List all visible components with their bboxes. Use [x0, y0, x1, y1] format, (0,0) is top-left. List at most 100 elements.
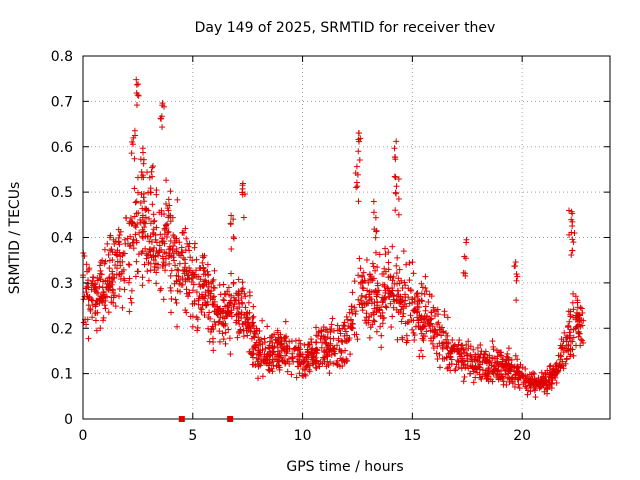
- data-point: [323, 363, 330, 370]
- data-point: [395, 211, 402, 218]
- data-point: [370, 289, 377, 296]
- data-point: [520, 381, 527, 388]
- data-point: [304, 349, 311, 356]
- data-point: [371, 305, 378, 312]
- data-point: [259, 373, 266, 380]
- data-point: [170, 243, 177, 250]
- data-point: [162, 200, 169, 207]
- data-point: [299, 372, 306, 379]
- data-point: [250, 313, 257, 320]
- data-point: [115, 239, 122, 246]
- data-point: [369, 309, 376, 316]
- data-point: [150, 218, 157, 225]
- y-tick-label: 0.4: [51, 231, 73, 247]
- data-point: [278, 341, 285, 348]
- data-point: [106, 265, 113, 272]
- data-point: [84, 280, 91, 287]
- data-point: [240, 214, 247, 221]
- data-point: [359, 274, 366, 281]
- data-point: [238, 286, 245, 293]
- data-point: [478, 376, 485, 383]
- data-point: [514, 376, 521, 383]
- data-point: [276, 352, 283, 359]
- data-point: [139, 212, 146, 219]
- data-point: [101, 302, 108, 309]
- data-point: [142, 207, 149, 214]
- data-point: [418, 290, 425, 297]
- data-point: [433, 331, 440, 338]
- y-tick-label: 0.2: [51, 321, 73, 337]
- data-point: [138, 174, 145, 181]
- data-point: [395, 176, 402, 183]
- data-point: [177, 288, 184, 295]
- data-point: [485, 373, 492, 380]
- data-point: [161, 240, 168, 247]
- data-point: [119, 304, 126, 311]
- x-tick-labels: 0 5 10 15 20: [79, 428, 532, 444]
- data-point: [277, 331, 284, 338]
- data-point: [112, 262, 119, 269]
- data-point: [370, 198, 377, 205]
- data-point: [167, 272, 174, 279]
- data-point: [100, 317, 107, 324]
- data-point: [559, 344, 566, 351]
- data-point: [381, 265, 388, 272]
- data-point: [157, 287, 164, 294]
- data-point: [354, 183, 361, 190]
- data-point: [231, 301, 238, 308]
- data-point: [107, 247, 114, 254]
- data-point: [352, 170, 359, 177]
- data-point: [511, 363, 518, 370]
- data-point: [567, 308, 574, 315]
- data-point: [505, 345, 512, 352]
- data-point: [185, 293, 192, 300]
- data-point: [403, 261, 410, 268]
- y-tick-label: 0.7: [51, 94, 73, 110]
- data-point: [220, 296, 227, 303]
- data-point: [86, 294, 93, 301]
- data-point: [104, 240, 111, 247]
- data-point: [92, 310, 99, 317]
- data-point: [230, 303, 237, 310]
- data-point: [215, 319, 222, 326]
- data-point: [390, 292, 397, 299]
- data-point: [159, 253, 166, 260]
- data-point: [165, 214, 172, 221]
- data-point: [495, 371, 502, 378]
- data-point: [226, 299, 233, 306]
- data-point: [133, 76, 140, 83]
- data-point: [212, 321, 219, 328]
- data-point: [513, 271, 520, 278]
- data-point: [360, 285, 367, 292]
- data-point: [366, 294, 373, 301]
- data-point: [217, 314, 224, 321]
- data-point: [460, 269, 467, 276]
- data-point: [460, 362, 467, 369]
- data-point: [297, 351, 304, 358]
- data-point: [503, 353, 510, 360]
- data-point: [210, 276, 217, 283]
- data-point: [519, 372, 526, 379]
- data-point: [511, 263, 518, 270]
- data-point: [140, 156, 147, 163]
- data-point: [378, 344, 385, 351]
- data-point: [244, 332, 251, 339]
- data-point: [253, 327, 260, 334]
- data-point: [144, 233, 151, 240]
- data-point: [366, 313, 373, 320]
- data-point: [465, 365, 472, 372]
- data-point: [275, 339, 282, 346]
- data-point: [259, 346, 266, 353]
- data-point: [131, 127, 138, 134]
- data-point: [370, 275, 377, 282]
- data-point: [385, 274, 392, 281]
- data-point: [153, 239, 160, 246]
- data-point: [174, 266, 181, 273]
- data-point: [348, 317, 355, 324]
- data-point: [269, 368, 276, 375]
- data-point: [318, 344, 325, 351]
- data-point: [498, 352, 505, 359]
- data-point: [196, 281, 203, 288]
- data-point: [185, 243, 192, 250]
- data-point: [446, 353, 453, 360]
